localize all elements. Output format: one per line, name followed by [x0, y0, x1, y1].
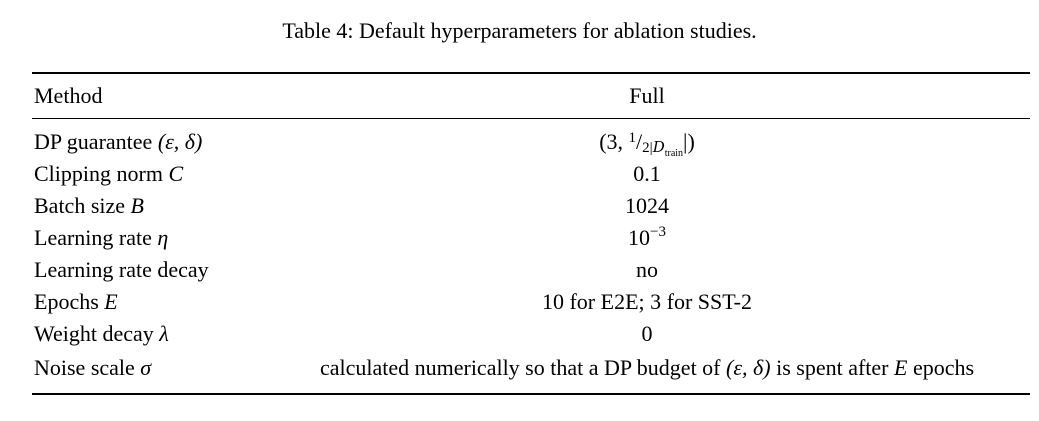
table-row-weight-decay: Weight decay λ 0	[32, 318, 1030, 350]
row-value: calculated numerically so that a DP budg…	[319, 355, 975, 380]
row-value: 1024	[625, 193, 669, 218]
row-value: (3, 1/2|Dtrain|)	[599, 129, 695, 159]
full-header: Full	[629, 83, 665, 108]
header-rule	[32, 118, 1030, 119]
row-label: Learning rate decay	[34, 257, 209, 282]
row-label-math: E	[104, 289, 118, 314]
table-row-learning-rate-decay: Learning rate decay no	[32, 254, 1030, 286]
bottom-rule	[32, 393, 1030, 395]
row-label: Weight decay λ	[34, 321, 169, 346]
row-label-math: C	[168, 161, 184, 186]
row-value: 10−3	[628, 224, 666, 251]
row-label: Learning rate η	[34, 225, 169, 250]
table-caption: Table 4: Default hyperparameters for abl…	[282, 18, 757, 43]
top-rule	[32, 72, 1030, 74]
row-label-math: (ε, δ)	[157, 129, 203, 154]
row-label-math: σ	[140, 355, 152, 380]
row-value: 0	[641, 321, 653, 346]
table-row-learning-rate: Learning rate η 10−3	[32, 222, 1030, 254]
header-row: Method Full	[32, 80, 1030, 112]
row-label: Batch size B	[34, 193, 144, 218]
row-label: Noise scale σ	[34, 355, 152, 380]
row-label-math: B	[130, 193, 144, 218]
method-header: Method	[34, 83, 103, 108]
row-value: no	[636, 257, 658, 282]
table-row-epochs: Epochs E 10 for E2E; 3 for SST-2	[32, 286, 1030, 318]
row-label-math: η	[157, 225, 169, 250]
table-row-batch-size: Batch size B 1024	[32, 190, 1030, 222]
table-row-dp-guarantee: DP guarantee (ε, δ) (3, 1/2|Dtrain|)	[32, 126, 1030, 159]
row-label: Clipping norm C	[34, 161, 184, 186]
row-label-math: λ	[159, 321, 169, 346]
row-value: 0.1	[633, 161, 661, 186]
row-value: 10 for E2E; 3 for SST-2	[541, 289, 752, 314]
row-label: Epochs E	[34, 289, 118, 314]
table-row-noise-scale: Noise scale σ calculated numerically so …	[32, 352, 1030, 384]
table-row-clipping-norm: Clipping norm C 0.1	[32, 158, 1030, 190]
row-label: DP guarantee (ε, δ)	[34, 129, 203, 154]
